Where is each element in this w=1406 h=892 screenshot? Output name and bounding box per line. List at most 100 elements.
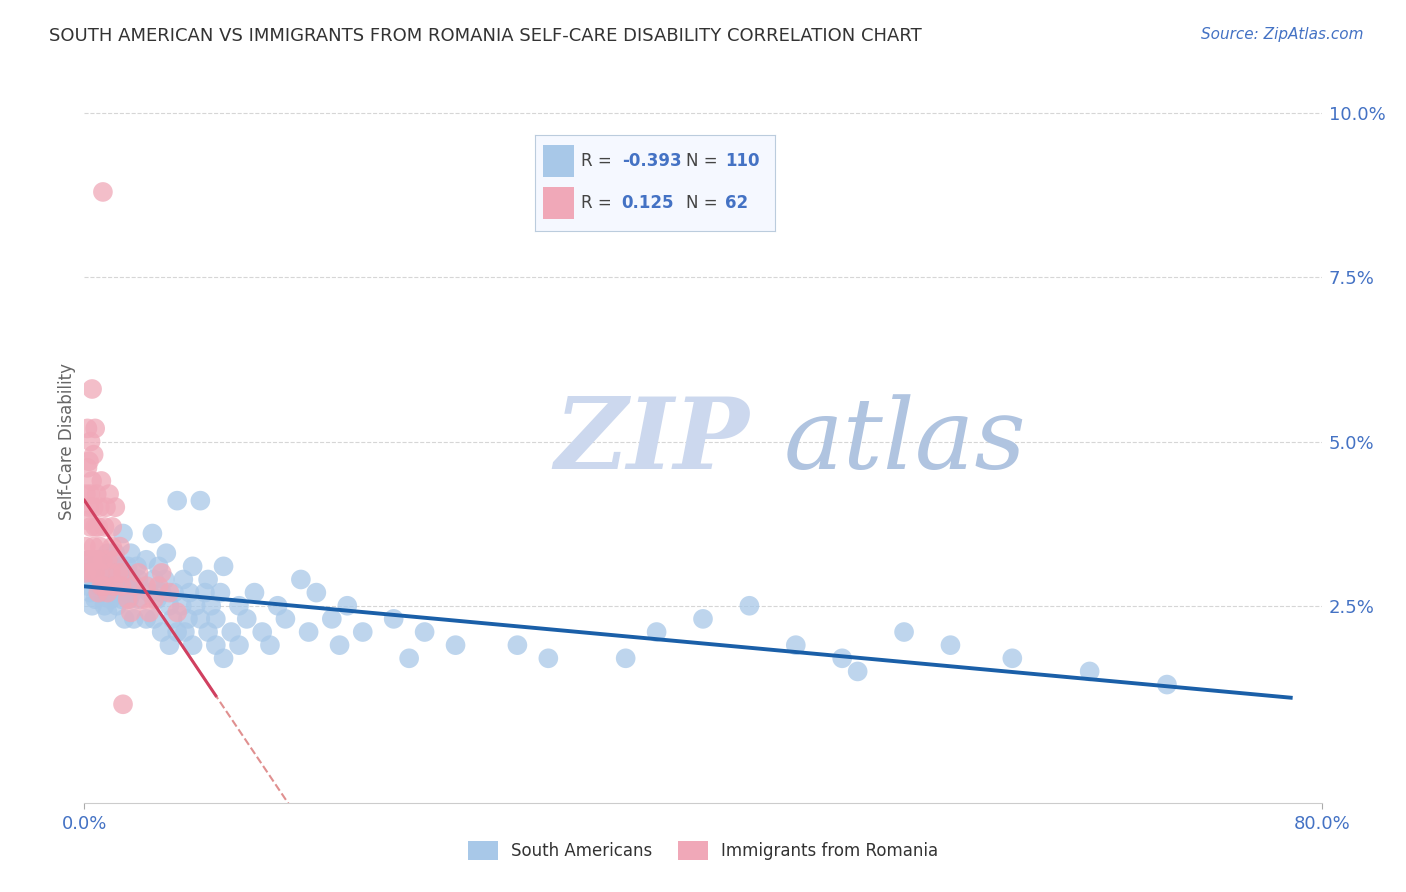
- Point: [267, 599, 290, 613]
- Text: atlas: atlas: [783, 394, 1026, 489]
- Point: [125, 559, 148, 574]
- Point: [785, 638, 807, 652]
- Point: [153, 573, 176, 587]
- Point: [197, 573, 219, 587]
- Point: [110, 592, 132, 607]
- Point: [87, 585, 110, 599]
- Point: [100, 566, 122, 580]
- Point: [212, 651, 235, 665]
- Point: [96, 553, 118, 567]
- Point: [84, 566, 107, 580]
- Point: [184, 599, 207, 613]
- Point: [76, 421, 98, 435]
- Point: [75, 566, 97, 580]
- Point: [177, 612, 200, 626]
- Point: [121, 585, 143, 599]
- Point: [82, 474, 104, 488]
- Point: [181, 559, 204, 574]
- Point: [104, 546, 127, 560]
- Text: ZIP: ZIP: [554, 393, 749, 490]
- Point: [336, 599, 359, 613]
- Text: R =: R =: [581, 194, 617, 212]
- Point: [1078, 665, 1101, 679]
- Point: [76, 513, 98, 527]
- Point: [108, 540, 131, 554]
- Point: [91, 553, 114, 567]
- Point: [120, 546, 142, 560]
- Point: [105, 599, 128, 613]
- Point: [77, 454, 100, 468]
- Point: [148, 559, 170, 574]
- Point: [112, 573, 135, 587]
- Point: [96, 585, 118, 599]
- Text: 62: 62: [724, 194, 748, 212]
- Point: [117, 592, 139, 607]
- Point: [162, 612, 184, 626]
- Point: [118, 592, 141, 607]
- Point: [692, 612, 714, 626]
- Point: [98, 487, 121, 501]
- Point: [114, 612, 136, 626]
- FancyBboxPatch shape: [543, 145, 574, 177]
- Point: [166, 625, 188, 640]
- Text: N =: N =: [686, 194, 723, 212]
- Point: [645, 625, 668, 640]
- Point: [96, 605, 118, 619]
- Point: [86, 573, 108, 587]
- Point: [127, 592, 149, 607]
- Point: [79, 487, 101, 501]
- Point: [86, 553, 108, 567]
- Point: [117, 559, 139, 574]
- Point: [155, 546, 177, 560]
- Point: [103, 585, 125, 599]
- Legend: South Americans, Immigrants from Romania: South Americans, Immigrants from Romania: [461, 834, 945, 867]
- Point: [103, 579, 125, 593]
- Point: [84, 566, 107, 580]
- Point: [205, 612, 228, 626]
- Point: [79, 434, 101, 449]
- Y-axis label: Self-Care Disability: Self-Care Disability: [58, 363, 76, 520]
- Point: [75, 487, 97, 501]
- Point: [110, 579, 132, 593]
- Text: SOUTH AMERICAN VS IMMIGRANTS FROM ROMANIA SELF-CARE DISABILITY CORRELATION CHART: SOUTH AMERICAN VS IMMIGRANTS FROM ROMANI…: [49, 27, 922, 45]
- Point: [77, 500, 100, 515]
- Point: [506, 638, 529, 652]
- Point: [76, 460, 98, 475]
- Point: [127, 573, 149, 587]
- Point: [150, 625, 173, 640]
- Point: [148, 579, 170, 593]
- Point: [120, 605, 142, 619]
- Point: [143, 592, 166, 607]
- Point: [141, 526, 163, 541]
- Point: [112, 526, 135, 541]
- Point: [209, 585, 232, 599]
- Point: [84, 592, 107, 607]
- Point: [107, 566, 129, 580]
- Point: [115, 585, 138, 599]
- Point: [83, 540, 105, 554]
- Point: [297, 625, 319, 640]
- Point: [100, 592, 122, 607]
- Point: [328, 638, 352, 652]
- Point: [104, 573, 127, 587]
- Point: [444, 638, 467, 652]
- Point: [77, 553, 100, 567]
- Point: [1001, 651, 1024, 665]
- Text: Source: ZipAtlas.com: Source: ZipAtlas.com: [1201, 27, 1364, 42]
- Point: [82, 382, 104, 396]
- Point: [82, 599, 104, 613]
- Point: [143, 573, 166, 587]
- Point: [174, 625, 197, 640]
- Point: [159, 638, 180, 652]
- Point: [101, 559, 124, 574]
- Point: [90, 559, 112, 574]
- Point: [83, 500, 105, 515]
- Point: [83, 573, 105, 587]
- Point: [79, 585, 101, 599]
- Point: [138, 605, 160, 619]
- Point: [259, 638, 281, 652]
- Point: [93, 579, 115, 593]
- Text: 110: 110: [724, 152, 759, 170]
- Point: [77, 553, 100, 567]
- Point: [98, 579, 121, 593]
